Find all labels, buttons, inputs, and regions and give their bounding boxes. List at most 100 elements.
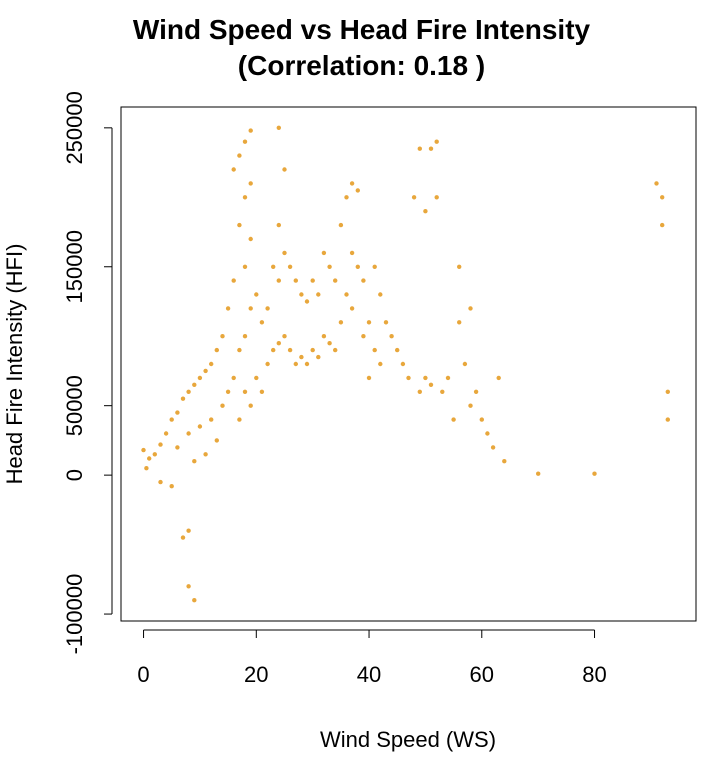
data-point [366,320,372,325]
data-point [423,209,428,214]
data-point [282,250,287,256]
data-point [287,264,293,269]
data-point [344,195,349,200]
data-point [282,167,287,172]
data-point [186,431,191,436]
data-point [259,320,265,325]
data-points [141,125,670,603]
data-point [310,347,315,353]
data-point [378,361,383,367]
data-point [434,195,439,200]
data-point [536,471,541,476]
data-point [152,452,157,457]
data-point [237,417,242,422]
data-point [169,484,174,489]
data-point [299,292,304,297]
data-point [242,139,248,144]
data-point [248,403,253,408]
data-point [349,306,355,311]
data-point [163,431,169,436]
data-point [490,445,496,450]
data-point [248,306,253,311]
data-point [237,222,242,228]
data-point [378,292,383,297]
y-tick-label: 250000 [62,91,87,164]
data-point [304,361,310,367]
data-point [293,278,298,283]
data-point [259,389,265,394]
data-point [231,278,236,283]
data-point [192,382,197,387]
data-point [197,424,203,429]
data-point [462,361,468,367]
data-point [434,139,439,144]
data-point [423,375,428,381]
data-point [372,264,377,269]
data-point [406,375,411,381]
data-point [242,389,248,394]
data-point [366,375,372,381]
data-point [186,389,191,394]
data-point [592,471,597,476]
data-point [276,125,281,130]
data-point [400,361,406,367]
data-point [203,452,208,457]
data-point [225,306,231,311]
data-point [395,347,400,353]
chart-title: Wind Speed vs Head Fire Intensity [132,14,591,45]
data-point [485,431,490,436]
data-point [192,598,197,603]
data-point [147,456,152,461]
data-point [468,306,473,311]
data-point [180,396,186,401]
data-point [457,320,462,325]
data-point [310,278,315,283]
data-point [175,410,180,415]
data-point [192,459,197,464]
x-tick-label: 40 [357,662,381,687]
data-point [333,347,338,353]
data-point [197,375,203,381]
data-point [209,361,214,367]
y-tick-label: 0 [62,469,87,481]
data-point [209,417,214,422]
data-point [479,417,484,422]
data-point [349,181,355,186]
x-tick-label: 80 [582,662,606,687]
data-point [254,375,259,381]
data-point [242,195,248,200]
data-point [293,361,298,367]
data-point [344,292,349,297]
data-point [355,188,360,193]
plot-frame [120,106,697,622]
data-point [276,341,281,346]
data-point [203,368,208,374]
data-point [660,195,665,200]
data-point [457,264,462,269]
data-point [242,334,248,339]
data-point [186,528,191,533]
data-point [316,354,321,360]
data-point [473,389,479,394]
x-tick-label: 0 [137,662,149,687]
data-point [287,347,293,353]
data-point [355,264,360,269]
chart-title-block: Wind Speed vs Head Fire Intensity (Corre… [0,12,723,84]
data-point [242,264,248,269]
data-point [248,181,253,186]
data-point [361,278,366,283]
data-point [180,535,186,540]
data-point [220,403,225,408]
x-axis-label: Wind Speed (WS) [320,727,496,752]
data-point [282,334,287,339]
data-point [417,389,422,394]
data-point [141,447,146,453]
data-point [186,584,191,589]
data-point [144,466,149,471]
data-point [660,222,665,228]
data-point [220,334,225,339]
data-point [338,222,344,228]
data-point [158,442,163,447]
data-point [321,250,327,256]
data-point [237,153,242,158]
